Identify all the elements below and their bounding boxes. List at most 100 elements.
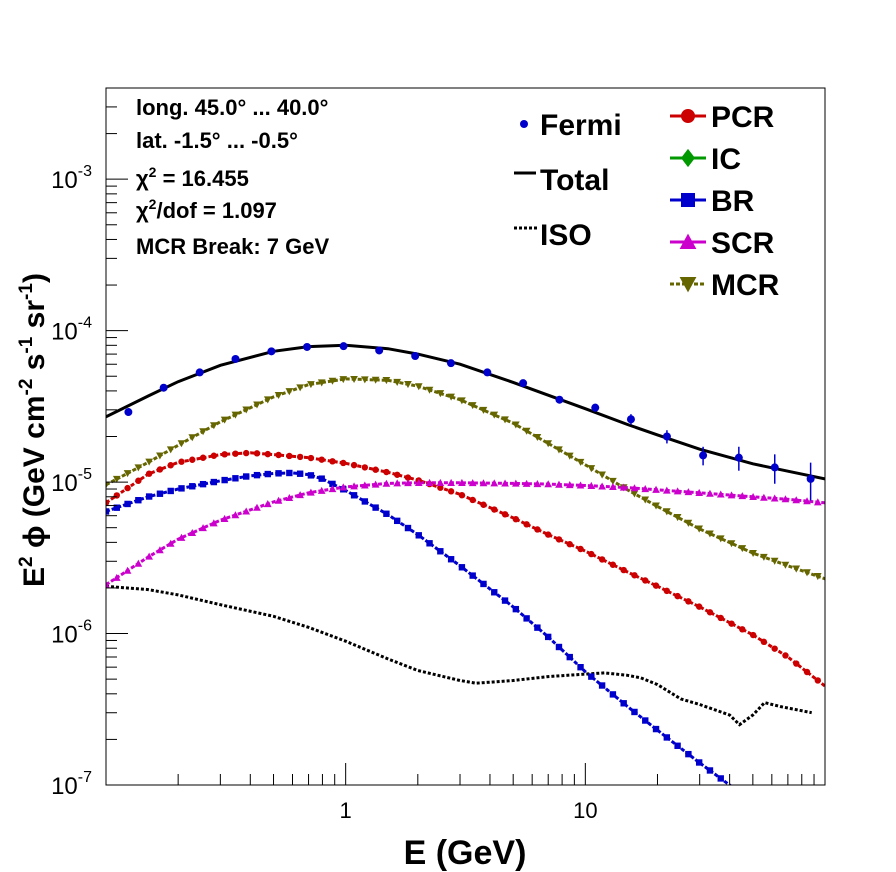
scr-marker: [544, 480, 553, 488]
scr-marker: [781, 495, 790, 503]
pcr-marker: [749, 631, 757, 639]
mcr-marker: [641, 496, 650, 504]
br-marker: [318, 475, 325, 482]
mcr-marker: [490, 411, 499, 419]
pcr-marker: [113, 492, 120, 499]
pcr-marker: [642, 577, 649, 584]
mcr-marker: [565, 452, 574, 460]
br-marker: [189, 483, 196, 490]
br-marker: [480, 580, 487, 588]
mcr-marker: [404, 381, 412, 389]
mcr-marker: [242, 406, 251, 414]
scr-marker: [501, 479, 509, 487]
pcr-marker: [340, 459, 347, 467]
scr-marker: [177, 533, 186, 541]
br-marker: [135, 496, 142, 504]
scr-marker: [134, 559, 143, 567]
pcr-legend-marker: [681, 109, 695, 123]
scr-marker: [296, 491, 304, 499]
pcr-marker: [167, 462, 174, 469]
pcr-marker: [577, 545, 584, 553]
mcr-marker: [511, 421, 520, 429]
curves-layer: [106, 343, 825, 785]
scr-marker: [361, 481, 369, 489]
pcr-marker: [469, 496, 476, 504]
pcr-marker: [695, 603, 703, 610]
br-marker: [469, 572, 476, 579]
scr-marker: [630, 484, 639, 492]
mcr-marker: [695, 525, 704, 533]
scr-marker: [609, 483, 617, 491]
br-marker: [577, 663, 584, 671]
mcr-marker: [296, 384, 304, 392]
mcr-marker: [598, 471, 606, 479]
br-marker: [663, 734, 671, 741]
mcr-marker: [576, 458, 585, 466]
br-marker: [404, 524, 412, 532]
y-tick-label: 10-6: [51, 618, 92, 649]
scr-marker: [123, 566, 132, 574]
info-chi2: χ2 = 16.455: [136, 164, 249, 191]
fermi-data-point: [734, 453, 743, 462]
pcr-marker: [124, 484, 131, 492]
pcr-marker: [771, 645, 778, 652]
mcr-marker: [307, 381, 315, 389]
br-marker: [243, 473, 250, 480]
mcr-marker: [263, 396, 272, 404]
br-marker: [199, 480, 207, 488]
br-marker: [717, 775, 724, 782]
br-marker: [275, 470, 282, 477]
br-marker: [106, 508, 110, 515]
pcr-marker: [221, 451, 228, 458]
y-tick-label: 10-7: [51, 769, 92, 800]
pcr-marker: [717, 614, 724, 622]
total-legend-label: Total: [540, 164, 609, 197]
scr-marker: [511, 479, 520, 487]
pcr-marker: [156, 466, 164, 473]
fermi-legend-swatch: [520, 120, 528, 128]
pcr-marker: [232, 450, 239, 457]
scr-marker: [695, 488, 704, 496]
pcr-marker: [598, 556, 606, 563]
scr-marker: [813, 498, 822, 506]
mcr-marker: [673, 514, 682, 522]
scr-marker: [166, 539, 175, 547]
mcr-marker: [458, 397, 466, 405]
x-tick-label: 10: [573, 798, 597, 823]
mcr-marker: [106, 481, 110, 489]
mcr-marker: [770, 557, 779, 565]
br-marker: [253, 471, 261, 479]
br-marker: [695, 759, 703, 766]
scr-marker: [684, 488, 693, 496]
br-marker: [598, 682, 606, 689]
scr-marker: [555, 480, 563, 488]
fermi-data-point: [555, 395, 564, 404]
mcr-marker: [188, 434, 197, 442]
mcr-marker: [199, 428, 207, 436]
x-tick-label: 1: [340, 798, 352, 823]
fermi-data-point: [519, 379, 528, 388]
br-marker: [350, 492, 358, 499]
pcr-marker: [652, 582, 660, 589]
mcr-marker: [166, 446, 175, 454]
br-marker: [232, 475, 239, 482]
pcr-marker: [555, 536, 563, 543]
br-marker: [145, 493, 153, 500]
pcr-marker: [685, 598, 692, 605]
scr-marker: [371, 480, 380, 488]
ic-legend-label: IC: [711, 143, 741, 176]
markers-layer: [106, 375, 822, 782]
pcr-marker: [793, 660, 800, 667]
mcr-marker: [414, 383, 423, 391]
pcr-marker: [253, 450, 261, 457]
mcr-marker: [220, 416, 229, 424]
mcr-marker: [652, 502, 660, 510]
mcr-marker: [738, 545, 747, 553]
br-marker: [447, 556, 455, 563]
mcr-marker: [781, 561, 790, 569]
scr-marker: [641, 485, 650, 493]
scr-marker: [328, 485, 337, 493]
scr-marker: [576, 481, 585, 489]
mcr-marker: [145, 458, 153, 466]
